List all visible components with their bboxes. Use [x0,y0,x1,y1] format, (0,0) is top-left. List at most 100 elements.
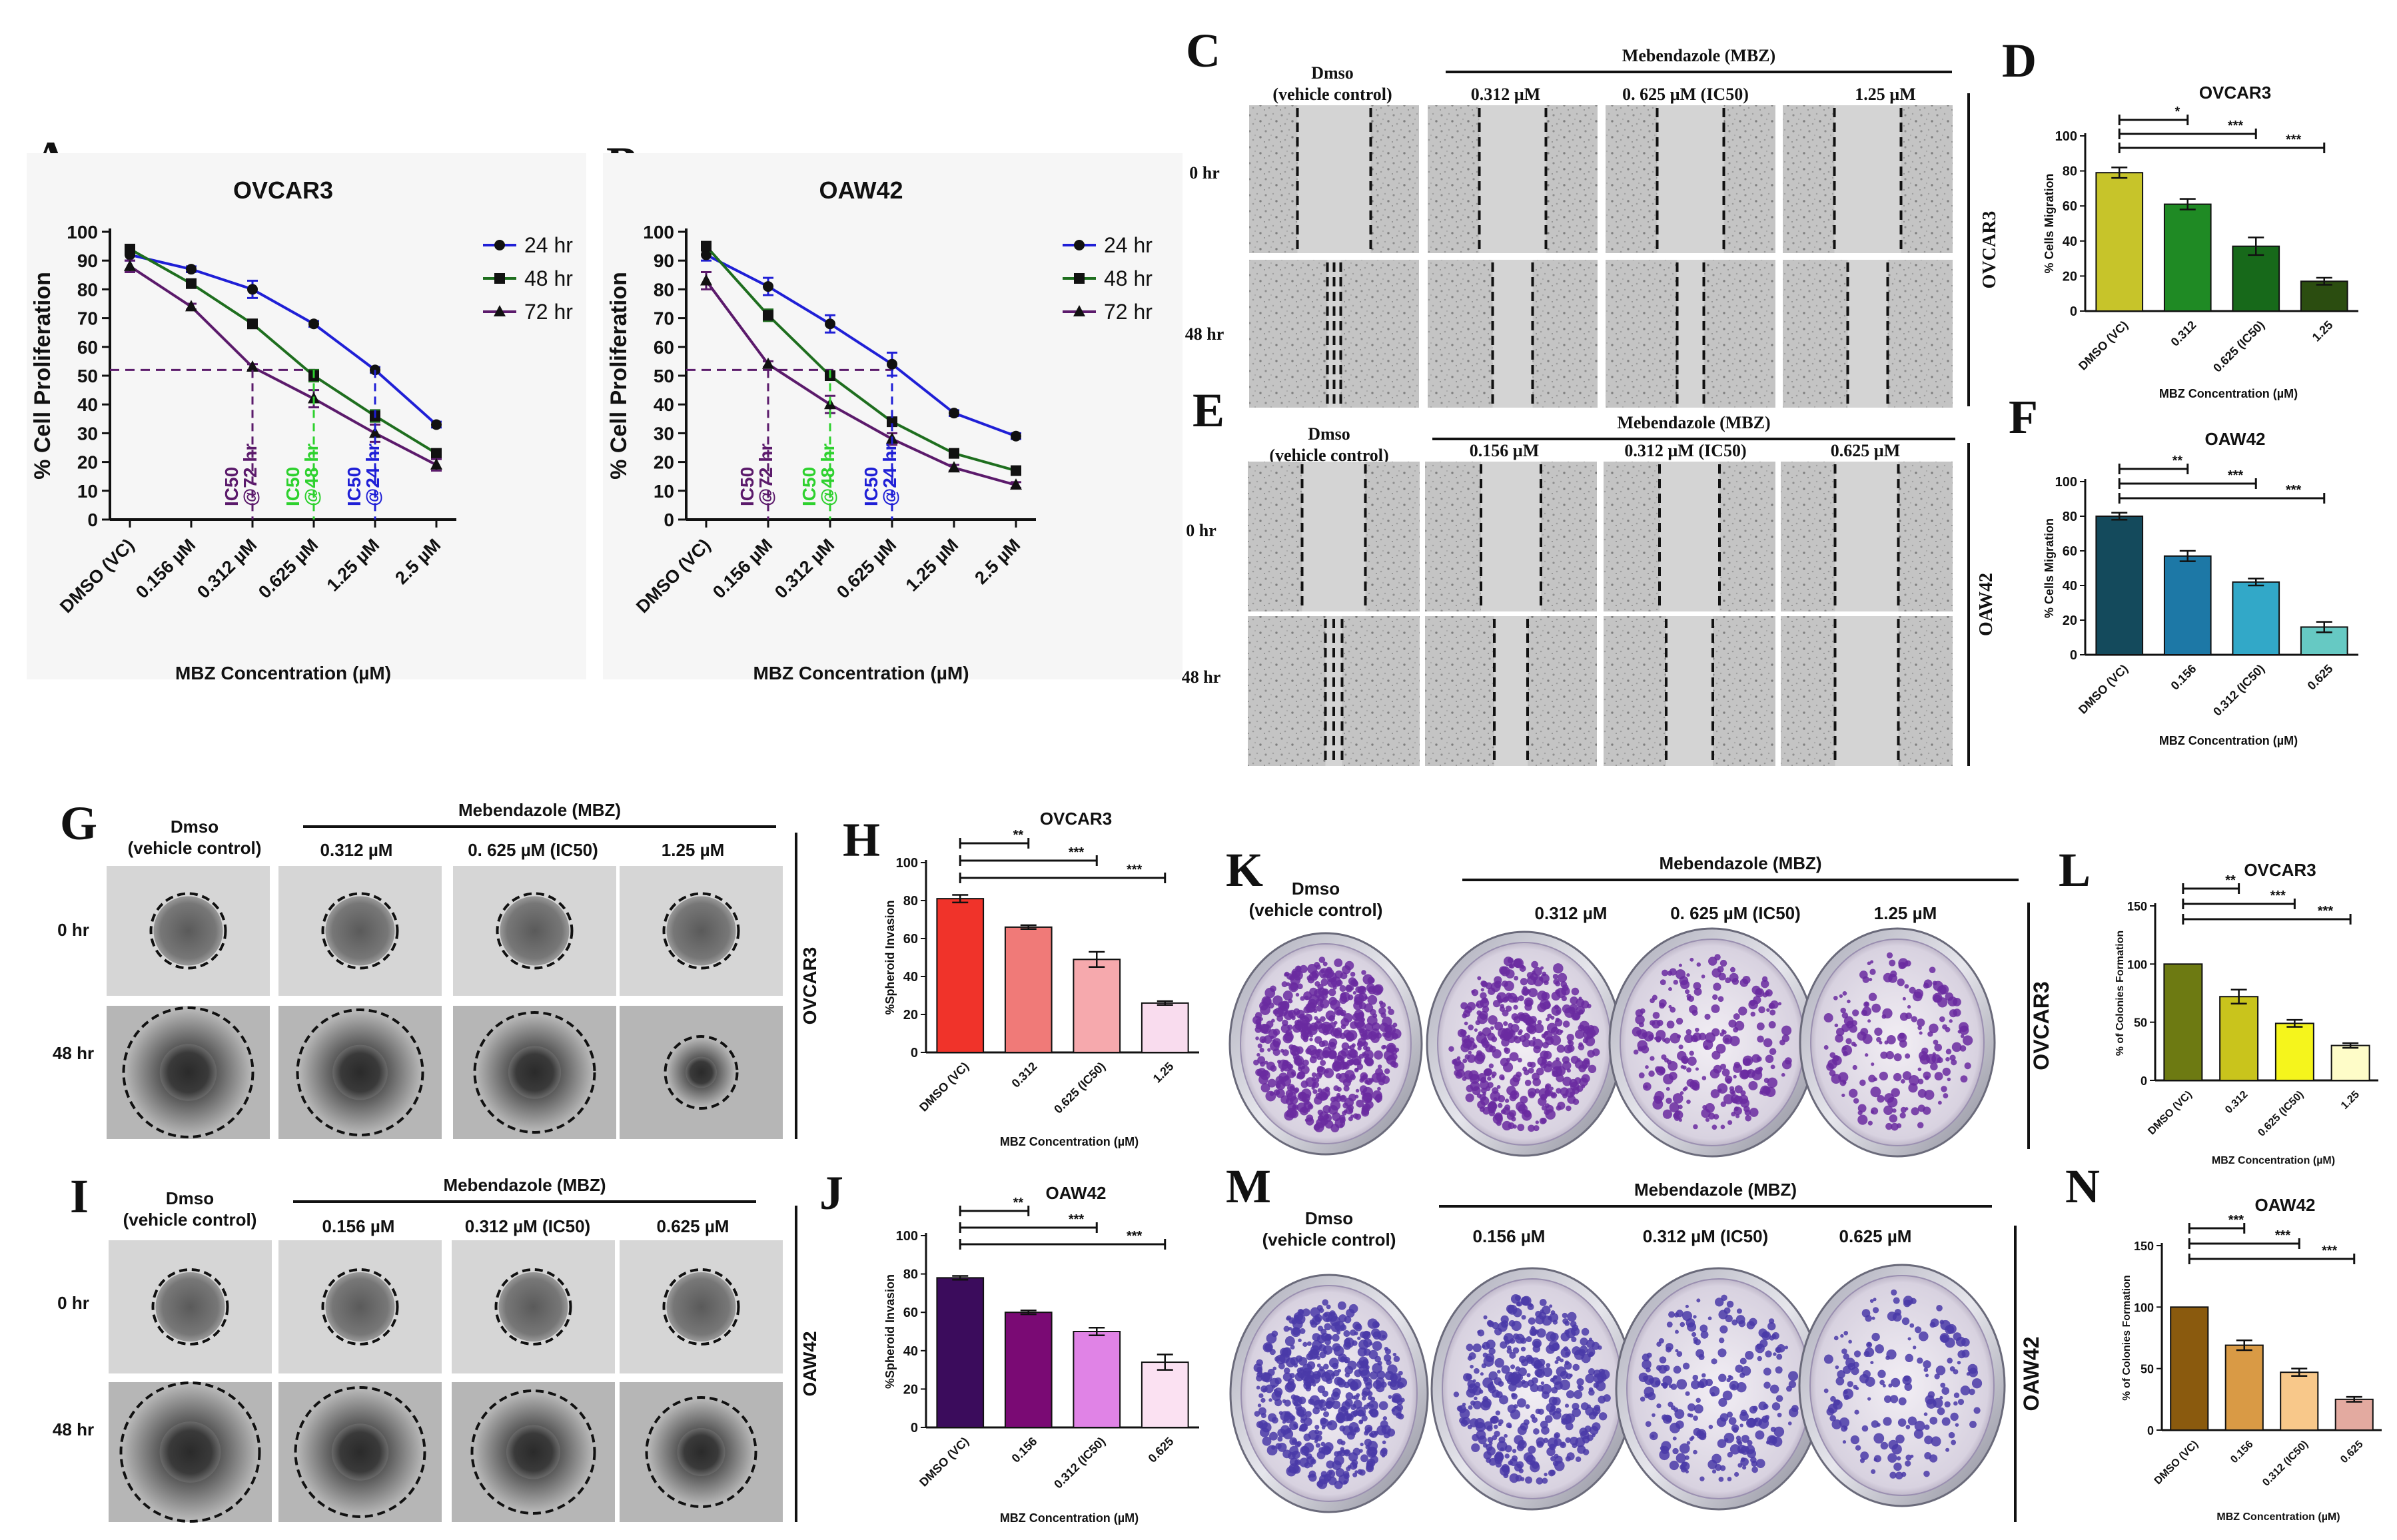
colony [1289,1421,1298,1431]
colony [1680,1466,1687,1473]
colony [1356,1393,1360,1397]
colony [1924,1435,1933,1445]
colony [1567,1044,1575,1052]
colony [1873,1455,1881,1463]
colony [1592,1342,1600,1350]
colony [1666,1086,1670,1091]
colony [1773,1426,1785,1437]
colony [1914,1326,1922,1334]
colony [1580,1346,1588,1354]
colony [1361,1092,1372,1104]
colony [1561,995,1567,1002]
colony [1686,1441,1691,1445]
colony [1951,1439,1957,1445]
colony [1945,1048,1952,1055]
colony [1765,1350,1772,1357]
colony [1508,1460,1513,1465]
colony [1924,1452,1932,1459]
colony [1345,1076,1352,1083]
spheroid-outline [662,892,740,970]
colony [1969,1388,1975,1395]
colony [1346,1032,1351,1038]
colony [1882,1383,1886,1387]
column-header-dose: 0.312 µM [1471,85,1541,104]
colony [1689,1050,1694,1056]
bar [1073,959,1121,1053]
colony [1833,1399,1841,1406]
y-tick-label: 150 [2127,900,2147,913]
colony [1338,1061,1347,1070]
colony [1378,1000,1384,1005]
colony [1336,1092,1341,1098]
colony [1871,1332,1880,1342]
colony [1662,1375,1673,1386]
row-label-0hr: 0 hr [57,1293,89,1313]
colony [1719,959,1727,967]
colony [1855,1386,1859,1391]
colony [1685,1304,1689,1308]
colony [1530,1383,1539,1393]
colony [1278,1362,1285,1369]
colony [1476,1000,1484,1008]
colony [1566,1105,1572,1112]
colony [1517,1057,1522,1062]
spheroid-outline [470,1389,596,1515]
colony [1314,1016,1318,1020]
colony [1540,1309,1544,1314]
bar [1141,1361,1189,1428]
colony [1472,1344,1482,1353]
colony [1286,1357,1296,1367]
colony [1487,1437,1494,1443]
colony [1275,1354,1286,1365]
colony [1843,1331,1849,1336]
colony [1372,1363,1383,1374]
colony [1305,1002,1316,1013]
colony [1676,1453,1686,1463]
colony [1652,1012,1660,1019]
colony [1845,1357,1855,1367]
colony [1905,1353,1913,1363]
colony [1515,1334,1525,1344]
colony [1326,1469,1336,1479]
colony [1514,976,1519,981]
colony [1286,1466,1296,1477]
colony [1902,1375,1912,1385]
colony [1494,1328,1502,1336]
colony [1676,1017,1683,1025]
colony [1393,1355,1400,1362]
colony [1339,996,1348,1004]
colony [1675,969,1686,980]
colony [1565,1422,1574,1431]
colony [1512,1449,1517,1453]
data-point [762,357,774,369]
colony [1696,1298,1701,1303]
colony [1651,1434,1655,1438]
chart-title: OAW42 [2254,1195,2315,1215]
colony [1570,996,1578,1005]
colony [1348,1304,1358,1314]
colony [1561,1413,1572,1425]
significance-mark: *** [2318,904,2334,919]
y-tick-label: 60 [903,1306,918,1320]
colony [1573,1390,1583,1399]
colony [1767,1322,1776,1331]
colony [1556,1356,1561,1361]
colony [1262,1388,1267,1393]
colony [1359,1085,1368,1093]
colony [1537,990,1548,1001]
colony [1960,1385,1971,1395]
colony [1735,1364,1743,1373]
colony [1834,1023,1839,1028]
colony [1540,998,1551,1010]
colony [1544,1472,1548,1477]
y-tick-label: 60 [903,932,918,947]
colony [1742,1055,1753,1066]
colony [1871,1420,1879,1428]
colony [1585,1373,1595,1383]
colony [1758,1401,1767,1411]
colony [1695,1067,1699,1071]
colony [1554,1432,1560,1439]
colony [1553,963,1564,974]
colony [1879,1379,1885,1385]
colony [1867,961,1871,966]
